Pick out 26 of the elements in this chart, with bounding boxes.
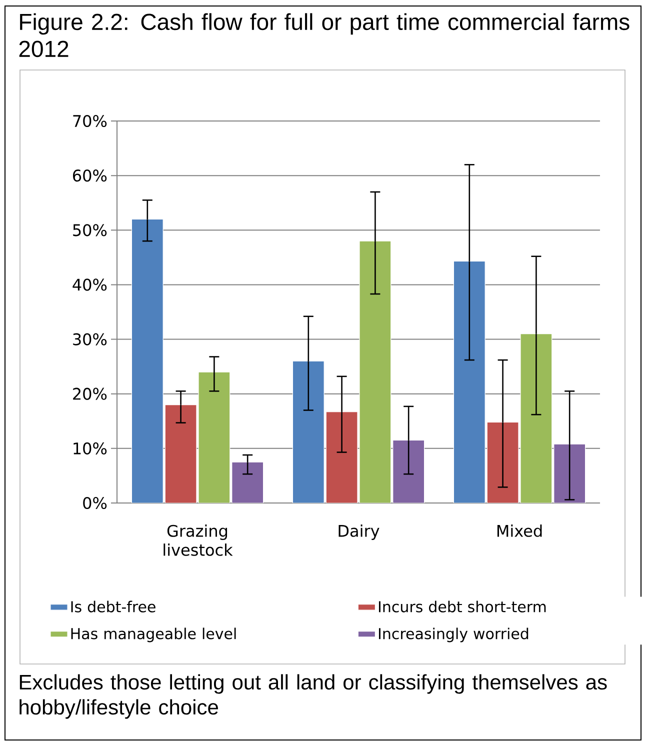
legend-label: Has manageable level	[72, 628, 236, 642]
x-tick-label: Grazing livestock	[164, 524, 234, 556]
y-tick-label: 60%	[73, 170, 107, 182]
bar	[520, 334, 552, 503]
x-tick-label: Dairy	[339, 524, 380, 540]
y-tick-label: 30%	[73, 333, 107, 346]
y-tick-label: 10%	[74, 442, 107, 454]
y-tick-label: 40%	[72, 278, 107, 291]
bar	[232, 462, 264, 503]
x-tick-label: Mixed	[498, 524, 542, 537]
legend-label: Is debt-free	[72, 600, 156, 612]
text: Excludes those letting out all land or classifying themselves as hobby/lifestyle choice	[20, 674, 608, 719]
y-tick-label: 70%	[73, 114, 107, 128]
bar	[132, 219, 164, 503]
bar	[198, 372, 230, 503]
bar	[165, 404, 197, 503]
legend-label: Increasingly worried	[379, 628, 528, 642]
y-tick-label: 0%	[83, 496, 107, 510]
y-tick-label: 20%	[73, 388, 107, 400]
bar	[360, 241, 392, 503]
bar	[292, 361, 324, 503]
legend-label: Incurs debt short-term	[379, 600, 546, 612]
bar	[454, 260, 486, 503]
chart-title: Figure 2.2: Cash flow for full or part time commercial farms 2012	[20, 13, 630, 58]
bar	[326, 412, 358, 503]
y-tick-label: 50%	[73, 224, 107, 236]
